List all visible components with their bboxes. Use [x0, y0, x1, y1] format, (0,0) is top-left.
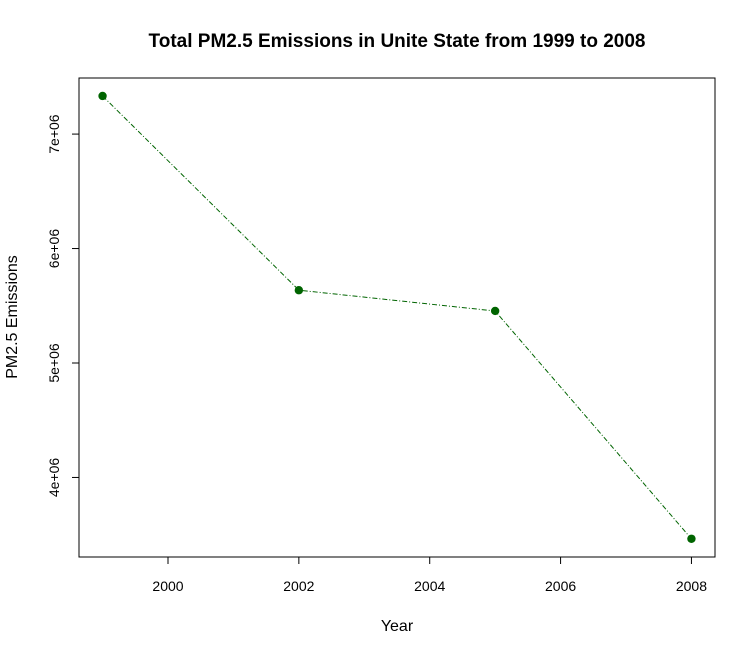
data-point: [687, 534, 696, 543]
y-tick-label: 4e+06: [46, 458, 62, 498]
y-tick-label: 7e+06: [46, 114, 62, 154]
data-point: [98, 91, 107, 101]
data-point: [490, 306, 500, 316]
y-tick-label: 5e+06: [46, 343, 62, 383]
x-tick-label: 2006: [545, 578, 576, 594]
x-axis-label: Year: [381, 618, 414, 635]
x-tick-label: 2004: [414, 578, 445, 594]
y-axis-label: PM2.5 Emissions: [4, 255, 21, 379]
x-tick-label: 2000: [152, 578, 183, 594]
x-tick-label: 2008: [676, 578, 707, 594]
x-axis: 2000 2002 2004 2006 2008: [152, 556, 707, 594]
data-point: [294, 286, 304, 295]
y-tick-label: 6e+06: [46, 229, 62, 269]
plot-frame: [78, 77, 716, 558]
y-axis: 4e+06 5e+06 6e+06 7e+06: [46, 114, 80, 498]
series-line: [102, 95, 692, 540]
x-tick-label: 2002: [283, 578, 314, 594]
chart-title: Total PM2.5 Emissions in Unite State fro…: [149, 31, 646, 52]
series-layer: [98, 91, 696, 543]
